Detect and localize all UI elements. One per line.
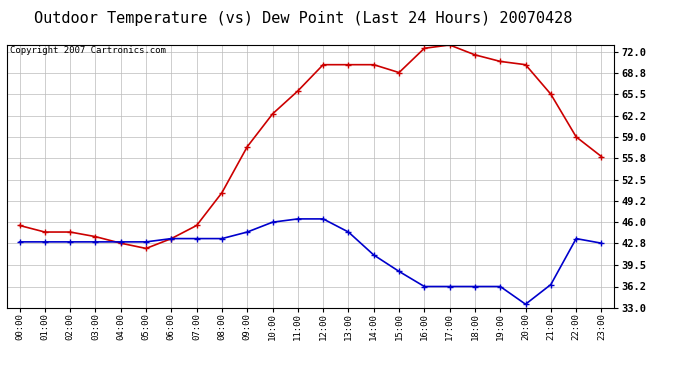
Text: Copyright 2007 Cartronics.com: Copyright 2007 Cartronics.com [10, 46, 166, 56]
Text: Outdoor Temperature (vs) Dew Point (Last 24 Hours) 20070428: Outdoor Temperature (vs) Dew Point (Last… [34, 11, 573, 26]
